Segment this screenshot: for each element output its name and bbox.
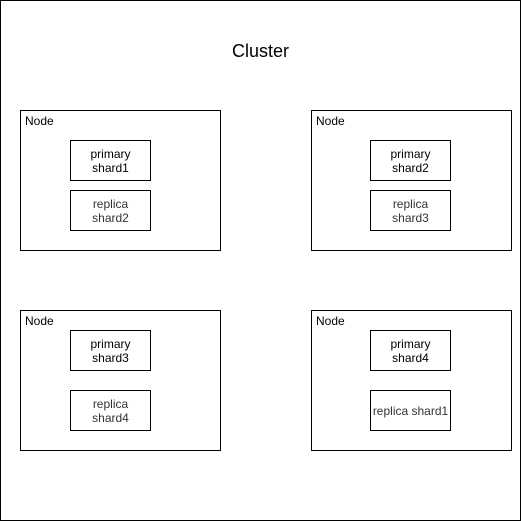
shard-text: primary shard4 bbox=[371, 337, 450, 365]
shard-line-1: primary bbox=[90, 336, 131, 351]
shard-text: primary shard3 bbox=[71, 337, 150, 365]
shard-line-2: shard3 bbox=[92, 350, 129, 365]
replica-shard2-box: replica shard2 bbox=[70, 190, 151, 231]
cluster-title: Cluster bbox=[231, 41, 289, 61]
shard-line-1: primary bbox=[390, 336, 431, 351]
primary-shard4-box: primary shard4 bbox=[370, 330, 451, 371]
shard-line-1: replica bbox=[92, 396, 129, 411]
primary-shard3-box: primary shard3 bbox=[70, 330, 151, 371]
shard-line-2: shard3 bbox=[392, 210, 429, 225]
shard-line-2: shard2 bbox=[392, 160, 429, 175]
node-2: Node primary shard2 replica shard3 bbox=[311, 110, 512, 251]
shard-line-1: replica shard1 bbox=[372, 403, 449, 418]
shard-line-2: shard4 bbox=[392, 350, 429, 365]
shard-text: replica shard2 bbox=[71, 197, 150, 225]
shard-text: replica shard1 bbox=[371, 404, 450, 418]
shard-line-2: shard2 bbox=[92, 210, 129, 225]
node-3: Node primary shard3 replica shard4 bbox=[20, 310, 221, 451]
node-label: Node bbox=[316, 314, 345, 328]
shard-line-1: replica bbox=[392, 196, 429, 211]
replica-shard1-box: replica shard1 bbox=[370, 390, 451, 431]
shard-text: replica shard4 bbox=[71, 397, 150, 425]
replica-shard3-box: replica shard3 bbox=[370, 190, 451, 231]
node-label: Node bbox=[25, 314, 54, 328]
shard-text: primary shard1 bbox=[71, 147, 150, 175]
shard-line-2: shard4 bbox=[92, 410, 129, 425]
node-1: Node primary shard1 replica shard2 bbox=[20, 110, 221, 251]
shard-line-1: replica bbox=[92, 196, 129, 211]
shard-text: primary shard2 bbox=[371, 147, 450, 175]
shard-text: replica shard3 bbox=[371, 197, 450, 225]
shard-line-1: primary bbox=[90, 146, 131, 161]
primary-shard2-box: primary shard2 bbox=[370, 140, 451, 181]
shard-line-1: primary bbox=[390, 146, 431, 161]
replica-shard4-box: replica shard4 bbox=[70, 390, 151, 431]
node-label: Node bbox=[316, 114, 345, 128]
node-4: Node primary shard4 replica shard1 bbox=[311, 310, 512, 451]
shard-line-2: shard1 bbox=[92, 160, 129, 175]
node-label: Node bbox=[25, 114, 54, 128]
primary-shard1-box: primary shard1 bbox=[70, 140, 151, 181]
